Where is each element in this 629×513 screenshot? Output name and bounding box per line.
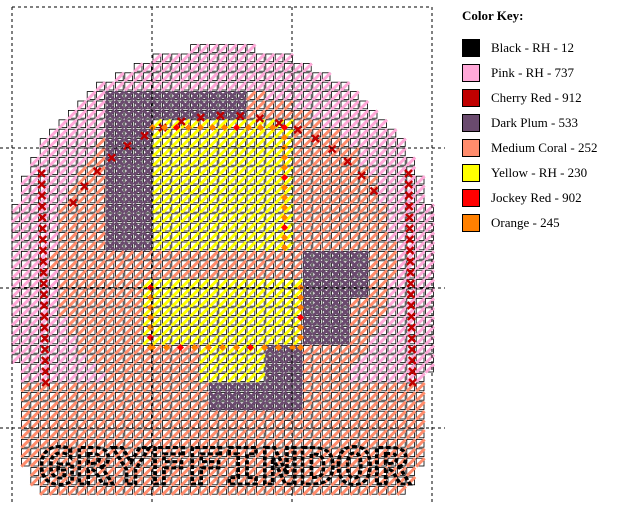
- color-key-label: Cherry Red - 912: [491, 90, 582, 105]
- color-key-item: Medium Coral - 252: [462, 138, 627, 158]
- color-key-label: Yellow - RH - 230: [491, 165, 588, 180]
- pattern-word: GRYFFINDOR: [38, 438, 411, 496]
- color-key-item: Cherry Red - 912: [462, 88, 627, 108]
- color-swatch: [462, 64, 480, 82]
- cross-stitch-chart: GRYFFINDOR: [0, 6, 445, 505]
- color-key: Color Key: Black - RH - 12 Pink - RH - 73…: [462, 8, 627, 238]
- color-key-label: Orange - 245: [491, 215, 560, 230]
- color-swatch: [462, 214, 480, 232]
- stitch-grid: [10, 43, 436, 496]
- color-key-item: Orange - 245: [462, 213, 627, 233]
- color-key-label: Dark Plum - 533: [491, 115, 579, 130]
- color-swatch: [462, 164, 480, 182]
- color-key-label: Jockey Red - 902: [491, 190, 582, 205]
- color-key-title: Color Key:: [462, 8, 524, 23]
- color-swatch: [462, 139, 480, 157]
- color-key-item: Jockey Red - 902: [462, 188, 627, 208]
- color-swatch: [462, 189, 480, 207]
- cherry-red-border-stitches: [37, 111, 418, 387]
- color-swatch: [462, 39, 480, 57]
- color-key-item: Yellow - RH - 230: [462, 163, 627, 183]
- color-key-item: Dark Plum - 533: [462, 113, 627, 133]
- color-key-label: Pink - RH - 737: [491, 65, 575, 80]
- section-guide-lines: [0, 6, 445, 505]
- color-swatch: [462, 114, 480, 132]
- color-swatch: [462, 89, 480, 107]
- color-key-label: Medium Coral - 252: [491, 140, 598, 155]
- emblem-outline-stitches: [146, 123, 305, 352]
- color-key-label: Black - RH - 12: [491, 40, 575, 55]
- color-key-item: Pink - RH - 737: [462, 63, 627, 83]
- color-key-item: Black - RH - 12: [462, 38, 627, 58]
